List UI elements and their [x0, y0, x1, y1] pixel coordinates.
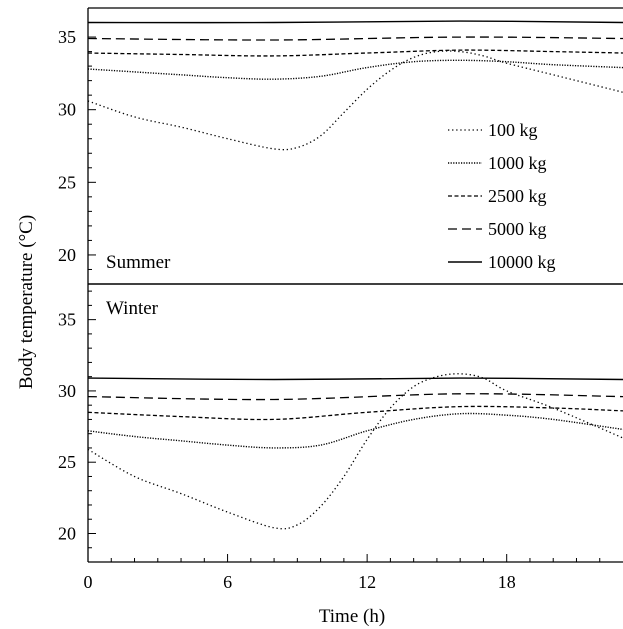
x-tick-label: 6	[223, 572, 232, 592]
summer-series-5000-kg	[87, 36, 623, 41]
x-tick-label: 0	[84, 572, 93, 592]
summer-series-100-kg	[87, 50, 623, 151]
axis-ticks: 20 25 30 35 20 25 30 35 0 6 12 18	[58, 7, 601, 592]
summer-y-tick-label: 35	[58, 27, 76, 47]
legend-label-100-kg: 100 kg	[488, 120, 538, 140]
y-axis-title: Body temperature (°C)	[16, 215, 37, 389]
panel-label-winter: Winter	[106, 298, 159, 319]
legend-label-10000-kg: 10000 kg	[488, 252, 556, 272]
winter-y-tick-label: 25	[58, 452, 76, 472]
summer-series-1000-kg	[87, 59, 623, 80]
legend-label-1000-kg: 1000 kg	[488, 153, 547, 173]
winter-series-100-kg	[87, 373, 623, 530]
x-tick-label: 12	[358, 572, 376, 592]
legend-label-2500-kg: 2500 kg	[488, 186, 547, 206]
summer-series-10000-kg	[87, 20, 623, 24]
summer-y-tick-label: 25	[58, 172, 76, 192]
winter-series-5000-kg	[87, 393, 623, 401]
chart-frame	[87, 7, 623, 563]
winter-y-tick-label: 35	[58, 310, 76, 330]
summer-series-2500-kg	[87, 49, 623, 57]
winter-y-tick-label: 30	[58, 381, 76, 401]
winter-series-2500-kg	[87, 405, 623, 421]
legend: 100 kg 1000 kg 2500 kg 5000 kg 10000 kg	[448, 120, 556, 272]
summer-y-tick-label: 30	[58, 100, 76, 120]
summer-y-tick-label: 20	[58, 245, 76, 265]
x-axis-title: Time (h)	[319, 606, 385, 627]
winter-series-1000-kg	[87, 412, 623, 449]
series-lines	[87, 20, 623, 530]
legend-label-5000-kg: 5000 kg	[488, 219, 547, 239]
panel-label-summer: Summer	[106, 252, 171, 273]
winter-series-10000-kg	[87, 377, 623, 381]
winter-y-tick-label: 20	[58, 523, 76, 543]
x-tick-label: 18	[498, 572, 516, 592]
